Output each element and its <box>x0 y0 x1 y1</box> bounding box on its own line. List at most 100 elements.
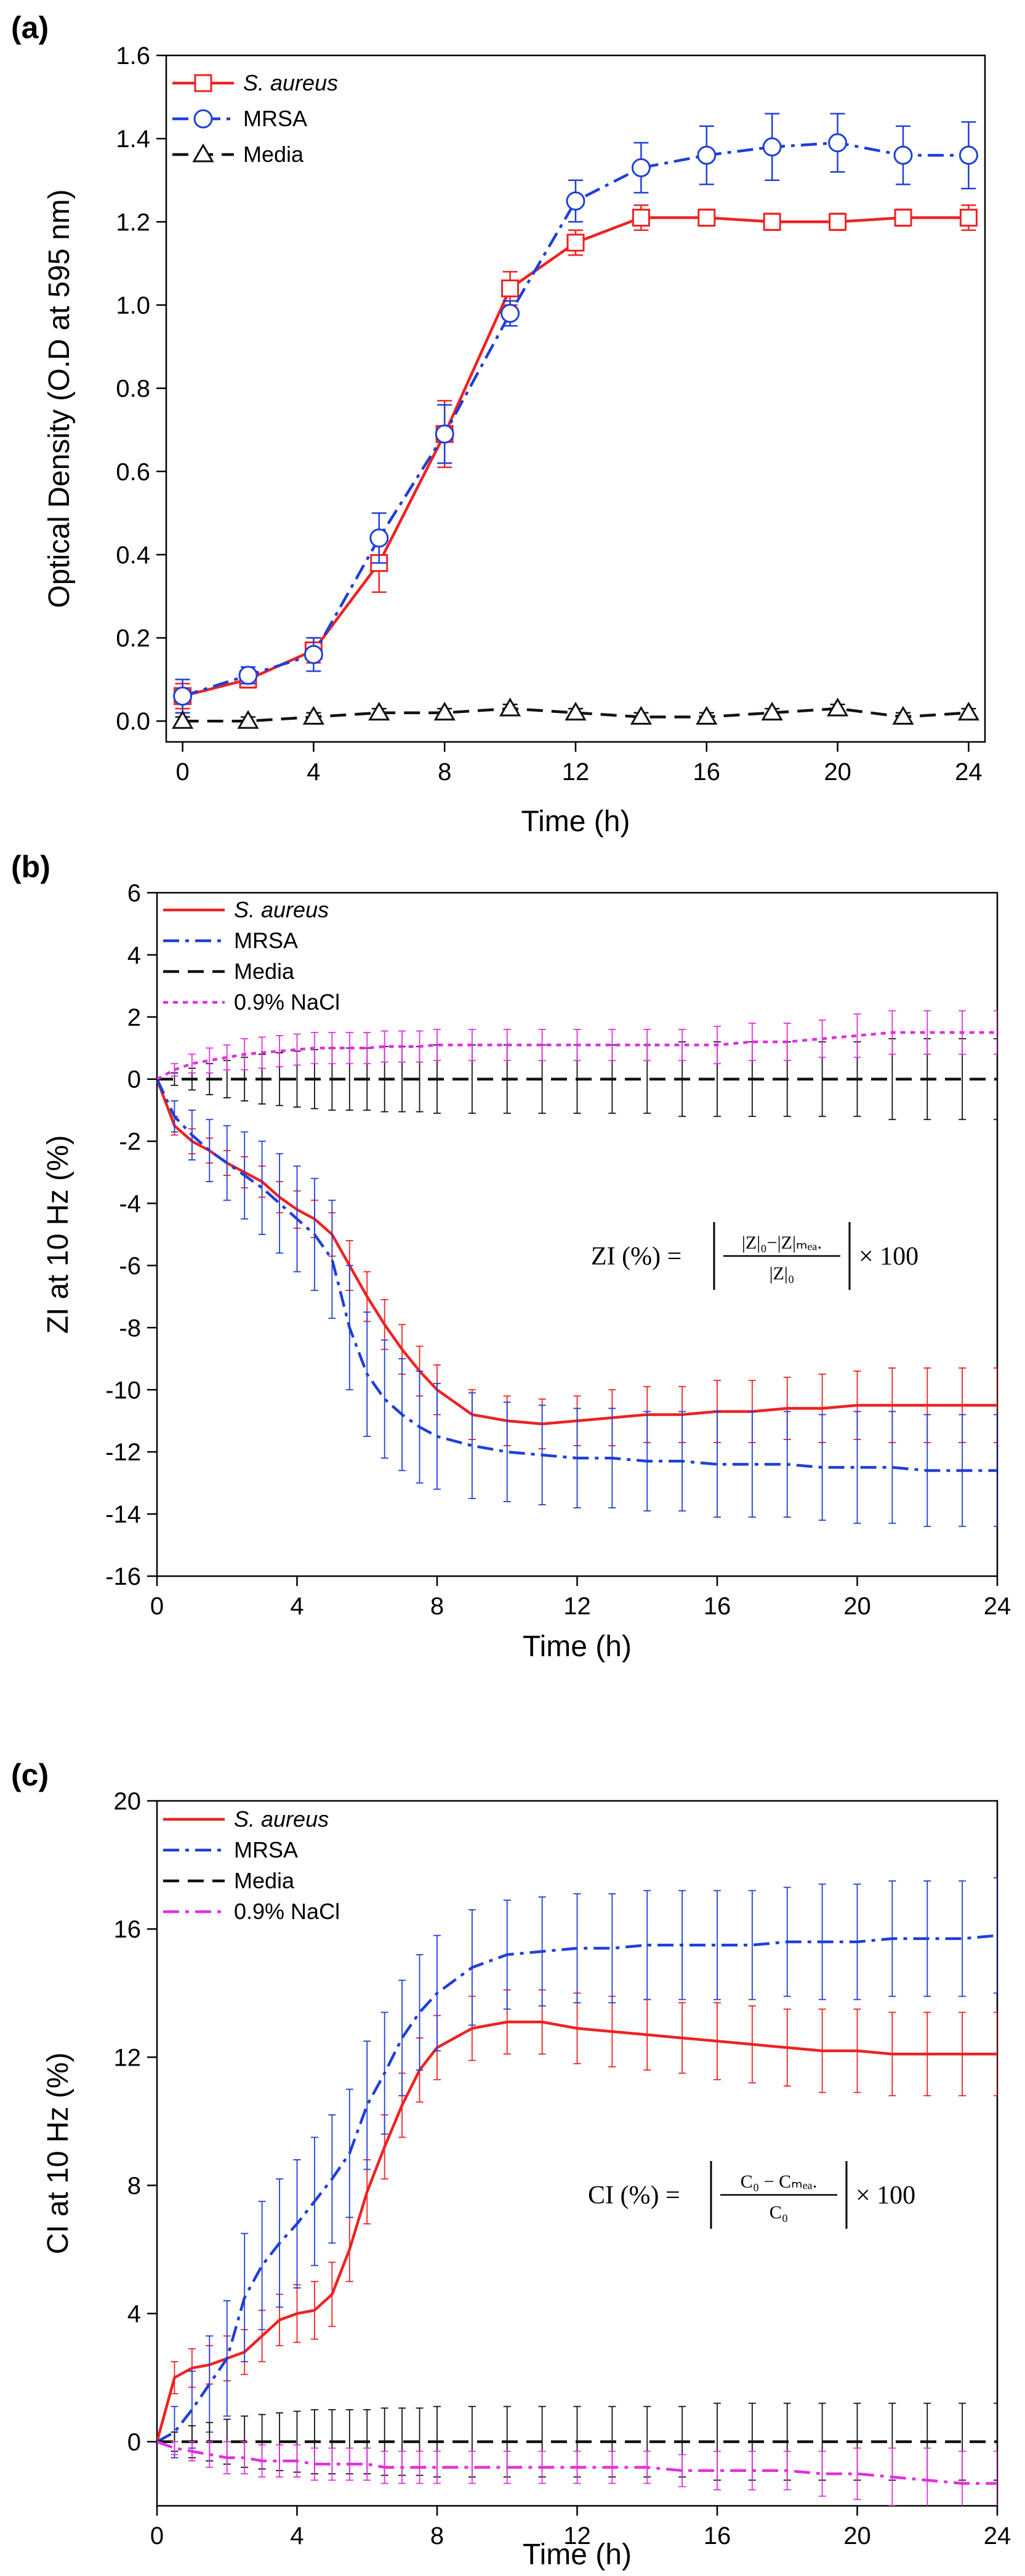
x-tick-label: 4 <box>290 1593 303 1620</box>
plot-area <box>157 1010 997 1527</box>
data-point <box>499 697 521 717</box>
series-mrsa <box>157 1078 997 1527</box>
chart-panel-c: (c) 0 4 8 12 16 20 24 0 4 8 12 16 20 Time (h) CI at 10 … <box>11 1758 1011 2571</box>
formula-annotation: CI (%) = C₀ − Cₘₑₐ. C₀ × 100 <box>588 2161 915 2229</box>
data-point <box>566 233 585 252</box>
series-s-aureus <box>157 1989 997 2442</box>
data-point <box>959 209 978 227</box>
chart-panel-b: (b)0 4 8 12 16 20 24-16-14-12-10-8-6-4-20246Ti… <box>11 850 1011 1663</box>
legend-label: S. aureus <box>234 897 329 922</box>
data-point <box>630 706 652 725</box>
data-point <box>302 706 324 725</box>
panel-label: (b) <box>11 850 50 884</box>
y-tick-label: 0.6 <box>116 459 150 486</box>
plot-area <box>157 1877 997 2506</box>
data-point <box>892 706 914 725</box>
data-point <box>237 710 259 729</box>
legend-label: Media <box>243 142 304 167</box>
data-point <box>829 212 847 231</box>
data-point <box>697 209 716 227</box>
data-point <box>369 528 389 548</box>
x-tick-label: 0 <box>175 759 189 786</box>
data-point <box>303 645 323 664</box>
y-axis-title: CI at 10 Hz (%) <box>42 2052 74 2254</box>
y-tick-label: 6 <box>127 880 141 907</box>
y-tick-label: 0.8 <box>116 376 150 403</box>
legend-label: MRSA <box>234 928 298 953</box>
data-point <box>435 424 454 444</box>
x-tick-label: 8 <box>430 2522 444 2550</box>
data-point <box>957 701 979 721</box>
y-tick-label: 16 <box>114 1916 142 1943</box>
y-tick-label: 4 <box>127 2301 141 2328</box>
x-tick-label: 8 <box>430 1593 444 1620</box>
data-point <box>762 137 782 157</box>
y-tick-label: -4 <box>119 1191 141 1218</box>
legend-label: MRSA <box>234 1837 298 1862</box>
panel-label: (a) <box>11 10 49 45</box>
data-point <box>368 701 390 721</box>
series-media <box>172 697 979 729</box>
x-tick-label: 20 <box>843 1593 871 1620</box>
x-tick-label: 20 <box>824 759 851 786</box>
legend-label: S. aureus <box>243 70 338 95</box>
series-line <box>157 1078 997 1472</box>
y-tick-label: -10 <box>105 1377 141 1404</box>
legend: S. aureus MRSA Media 0.9% NaCl <box>163 1806 340 1924</box>
x-tick-label: 12 <box>563 2522 591 2550</box>
x-tick-label: 12 <box>562 759 590 786</box>
formula-lhs: ZI (%) = <box>591 1242 681 1271</box>
x-tick-label: 16 <box>693 759 721 786</box>
x-axis-title: Time (h) <box>523 2538 632 2571</box>
legend: S. aureus MRSA Media <box>172 70 338 167</box>
series-line <box>157 1934 997 2443</box>
legend-label: Media <box>234 959 295 984</box>
formula-rhs: × 100 <box>859 1242 918 1271</box>
x-axis-title: Time (h) <box>521 805 630 838</box>
y-axis-title: ZI at 10 Hz (%) <box>42 1135 74 1334</box>
x-tick-label: 24 <box>955 759 983 786</box>
y-tick-label: 1.4 <box>116 126 150 153</box>
data-point <box>501 279 520 297</box>
y-tick-label: 20 <box>114 1788 142 1815</box>
y-tick-label: 4 <box>127 942 141 969</box>
legend-label: Media <box>234 1868 295 1893</box>
x-tick-label: 16 <box>704 1593 731 1620</box>
formula-annotation: ZI (%) = |Z|₀−|Z|ₘₑₐ. |Z|₀ × 100 <box>591 1222 918 1290</box>
formula-numerator: |Z|₀−|Z|ₘₑₐ. <box>742 1233 822 1253</box>
legend-label: MRSA <box>243 106 307 131</box>
y-tick-label: -6 <box>119 1252 141 1279</box>
legend-label: 0.9% NaCl <box>234 989 340 1015</box>
data-point <box>238 666 258 685</box>
x-tick-label: 4 <box>290 2522 303 2550</box>
data-point <box>173 686 193 706</box>
y-tick-label: 0.2 <box>116 625 150 652</box>
y-tick-label: 0 <box>127 1066 141 1093</box>
series-0-9-nacl <box>157 2440 997 2506</box>
x-tick-label: 24 <box>984 1593 1011 1620</box>
formula-numerator: C₀ − Cₘₑₐ. <box>741 2171 817 2192</box>
data-point <box>433 701 456 721</box>
data-point <box>172 710 194 729</box>
y-tick-label: 0.0 <box>116 708 150 735</box>
data-point <box>566 191 585 211</box>
data-point <box>893 145 913 165</box>
formula-denominator: C₀ <box>770 2202 788 2223</box>
y-tick-label: -16 <box>105 1563 141 1590</box>
x-tick-label: 4 <box>307 759 320 786</box>
data-point <box>565 701 587 721</box>
series-s-aureus <box>174 204 978 710</box>
data-point <box>761 701 783 721</box>
y-tick-label: 1.6 <box>116 42 150 70</box>
x-tick-label: 16 <box>704 2522 731 2550</box>
y-tick-label: 8 <box>127 2173 141 2200</box>
x-tick-label: 20 <box>843 2522 871 2550</box>
formula-rhs: × 100 <box>856 2181 915 2210</box>
data-point <box>697 145 717 165</box>
data-point <box>696 706 718 725</box>
x-axis-title: Time (h) <box>523 1630 632 1663</box>
chart-panel-a: (a) 0 4 8 12 16 20 24 0.0 0.2 0.4 0.6 0.8 1.0 1.2 1.4 1.… <box>11 10 986 838</box>
data-point <box>827 697 849 717</box>
series-mrsa <box>157 1877 997 2458</box>
